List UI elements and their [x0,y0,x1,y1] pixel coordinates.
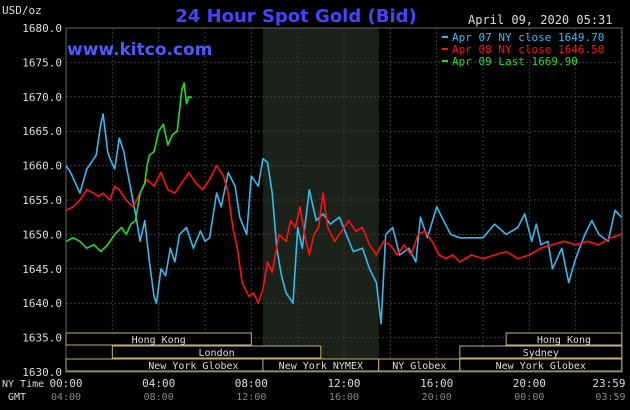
y-tick-label: 1645.0 [22,263,62,276]
y-tick-label: 1650.0 [22,228,62,241]
y-tick-label: 1660.0 [22,160,62,173]
session-label: Hong Kong [132,335,186,346]
plot-border [65,27,623,373]
y-tick-label: 1640.0 [22,297,62,310]
x-tick-label-ny: 20:00 [513,377,546,390]
session-box: Hong Kong [505,332,623,346]
session-label: London [199,348,235,359]
session-box: New York NYMEX [262,358,380,372]
gmt-label: GMT [8,392,26,403]
x-tick-label-ny: 00:00 [49,377,82,390]
session-label: New York Globex [148,361,238,372]
session-box: New York Globex [459,358,623,372]
y-tick-label: 1675.0 [22,56,62,69]
session-box: Hong Kong [65,332,252,346]
legend-entry: Apr 07 NY close 1649.70 [452,31,604,44]
legend-entry: Apr 08 NY close 1646.50 [452,43,604,56]
session-box: London [111,345,322,359]
session-label: Hong Kong [537,335,591,346]
y-tick-label: 1655.0 [22,194,62,207]
x-tick-label-ny: 08:00 [235,377,268,390]
y-tick-label: 1635.0 [22,332,62,345]
x-tick-label-gmt: 20:00 [422,392,452,403]
series-line-2 [65,82,193,253]
axis-labels: 1680.0 1675.0 1670.0 1665.0 1660.0 1655.0 1650… [22,22,625,403]
session-label: New York Globex [496,361,586,372]
session-label: NY Globex [392,361,446,372]
y-tick-label: 1680.0 [22,22,62,35]
legend-entry: Apr 09 Last 1669.90 [452,55,578,68]
site-watermark: www.kitco.com [67,40,212,60]
chart-title: 24 Hour Spot Gold (Bid) [175,6,416,27]
series-line-1 [65,164,622,304]
x-tick-label-ny: 16:00 [420,377,453,390]
y-tick-label: 1670.0 [22,91,62,104]
x-tick-label-gmt: 08:00 [144,392,174,403]
x-tick-label-gmt: 16:00 [329,392,359,403]
night-shade [262,28,379,372]
plot-layer [65,27,623,373]
x-tick-label-gmt: 03:59 [595,392,625,403]
x-tick-label-gmt: 12:00 [236,392,266,403]
session-box: NY Globex [378,358,461,372]
x-tick-label-gmt: 04:00 [51,392,81,403]
session-label: Sydney [523,348,559,359]
series-line-0 [65,113,623,325]
y-tick-label: 1630.0 [22,366,62,379]
session-box: Sydney [459,345,623,359]
x-tick-label-ny: 04:00 [142,377,175,390]
session-boxes: Hong Kong London New York Globex New York N… [65,332,623,372]
session-label: New York NYMEX [279,361,363,372]
x-tick-label-ny: 12:00 [327,377,360,390]
unit-label: USD/oz [2,4,42,17]
series-lines [65,82,623,325]
x-tick-label-ny: 23:59 [592,377,625,390]
timestamp: April 09, 2020 05:31 [468,13,613,27]
y-tick-label: 1665.0 [22,125,62,138]
ny-time-label: NY Time [2,379,44,390]
x-tick-label-gmt: 00:00 [514,392,544,403]
